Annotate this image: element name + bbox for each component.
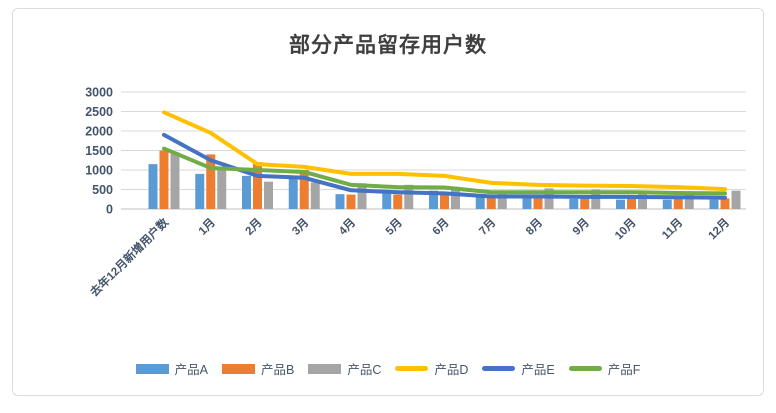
legend-item-产品D: 产品D bbox=[395, 359, 468, 378]
legend-label: 产品F bbox=[607, 363, 641, 377]
bar-产品B-4月 bbox=[346, 194, 356, 209]
legend-label: 产品A bbox=[174, 363, 208, 377]
x-category-label: 4月 bbox=[336, 216, 358, 238]
bar-产品B-7月 bbox=[486, 194, 496, 209]
bar-产品C-去年12月新增用户数 bbox=[170, 152, 180, 209]
bar-产品A-10月 bbox=[616, 199, 625, 209]
legend-label: 产品B bbox=[260, 363, 295, 377]
legend-bar-swatch bbox=[308, 363, 342, 374]
legend-item-产品B: 产品B bbox=[221, 359, 295, 378]
line-series-产品E bbox=[162, 132, 727, 200]
y-tick-label: 3000 bbox=[85, 86, 113, 100]
bar-产品B-11月 bbox=[673, 197, 683, 209]
legend-bar-swatch bbox=[221, 363, 255, 374]
x-category-label: 11月 bbox=[659, 216, 685, 242]
chart-title: 部分产品留存用户数 bbox=[289, 34, 487, 57]
y-tick-label: 0 bbox=[106, 203, 113, 217]
bar-产品C-8月 bbox=[544, 188, 554, 209]
x-category-label: 5月 bbox=[383, 216, 405, 238]
bar-产品A-3月 bbox=[288, 177, 298, 209]
bar-产品B-12月 bbox=[720, 198, 730, 209]
bar-产品C-11月 bbox=[684, 193, 694, 209]
x-category-label: 7月 bbox=[477, 216, 499, 238]
legend-label: 产品C bbox=[347, 363, 382, 377]
x-category-label: 8月 bbox=[523, 216, 545, 238]
x-category-label: 去年12月新增用户数 bbox=[87, 215, 171, 299]
bar-产品A-7月 bbox=[475, 197, 485, 209]
y-tick-label: 1500 bbox=[85, 144, 113, 158]
legend-item-产品E: 产品E bbox=[482, 359, 555, 378]
legend-item-产品C: 产品C bbox=[308, 359, 381, 378]
legend-line-swatch bbox=[568, 366, 602, 371]
bar-产品A-6月 bbox=[429, 190, 438, 209]
bar-产品C-10月 bbox=[638, 194, 647, 209]
bar-产品B-6月 bbox=[440, 194, 449, 209]
x-category-label: 10月 bbox=[612, 216, 638, 242]
legend-line-swatch bbox=[482, 366, 516, 371]
bar-产品A-去年12月新增用户数 bbox=[148, 164, 158, 209]
legend-bar-swatch bbox=[135, 363, 169, 374]
bar-产品C-6月 bbox=[451, 186, 460, 209]
legend-label: 产品E bbox=[521, 363, 555, 377]
bar-产品B-9月 bbox=[580, 196, 590, 209]
line-series-产品F bbox=[162, 146, 727, 196]
bar-产品C-1月 bbox=[217, 170, 227, 209]
y-tick-label: 2000 bbox=[85, 125, 113, 139]
bar-产品C-12月 bbox=[731, 190, 741, 209]
chart-legend: 产品A 产品B 产品C 产品D 产品E 产品F bbox=[13, 359, 763, 378]
bar-产品C-2月 bbox=[264, 181, 273, 209]
bar-产品A-8月 bbox=[522, 198, 532, 209]
bar-产品A-9月 bbox=[569, 198, 579, 209]
bar-产品A-11月 bbox=[662, 199, 672, 209]
bar-产品B-3月 bbox=[299, 170, 309, 209]
bar-产品B-10月 bbox=[627, 197, 636, 209]
legend-label: 产品D bbox=[434, 363, 469, 377]
bar-产品C-3月 bbox=[310, 182, 320, 209]
chart-card: 部分产品留存用户数 0 500 1000 1500 2000 2500 3000 去年12月新… bbox=[12, 8, 764, 396]
bar-产品B-2月 bbox=[253, 162, 262, 209]
x-category-label: 2月 bbox=[243, 216, 265, 238]
bar-产品A-5月 bbox=[382, 190, 392, 209]
y-tick-label: 500 bbox=[92, 183, 113, 197]
bar-产品B-去年12月新增用户数 bbox=[159, 150, 169, 209]
bar-产品B-5月 bbox=[393, 194, 403, 209]
bar-产品C-7月 bbox=[497, 191, 507, 209]
bar-产品A-12月 bbox=[709, 199, 719, 209]
line-series-产品D bbox=[162, 110, 727, 192]
y-tick-label: 1000 bbox=[85, 164, 113, 178]
x-category-label: 12月 bbox=[706, 216, 732, 242]
x-category-label: 3月 bbox=[290, 216, 312, 238]
chart-plot-area: 0 500 1000 1500 2000 2500 3000 去年12月新增用户数 1月 2月 3月… bbox=[85, 86, 746, 299]
bar-产品C-4月 bbox=[357, 183, 367, 209]
bar-产品A-4月 bbox=[335, 194, 345, 209]
bar-产品B-1月 bbox=[206, 154, 216, 209]
bar-产品C-9月 bbox=[591, 189, 601, 209]
legend-line-swatch bbox=[395, 366, 429, 371]
bar-产品B-8月 bbox=[533, 195, 543, 209]
legend-item-产品A: 产品A bbox=[135, 359, 208, 378]
x-category-label: 1月 bbox=[196, 216, 218, 238]
bar-产品A-1月 bbox=[195, 173, 205, 209]
bar-产品C-5月 bbox=[404, 184, 414, 209]
legend-item-产品F: 产品F bbox=[568, 359, 641, 378]
x-category-label: 6月 bbox=[430, 216, 452, 238]
y-tick-label: 2500 bbox=[85, 105, 113, 119]
bar-产品A-2月 bbox=[242, 175, 251, 209]
x-category-label: 9月 bbox=[570, 216, 592, 238]
